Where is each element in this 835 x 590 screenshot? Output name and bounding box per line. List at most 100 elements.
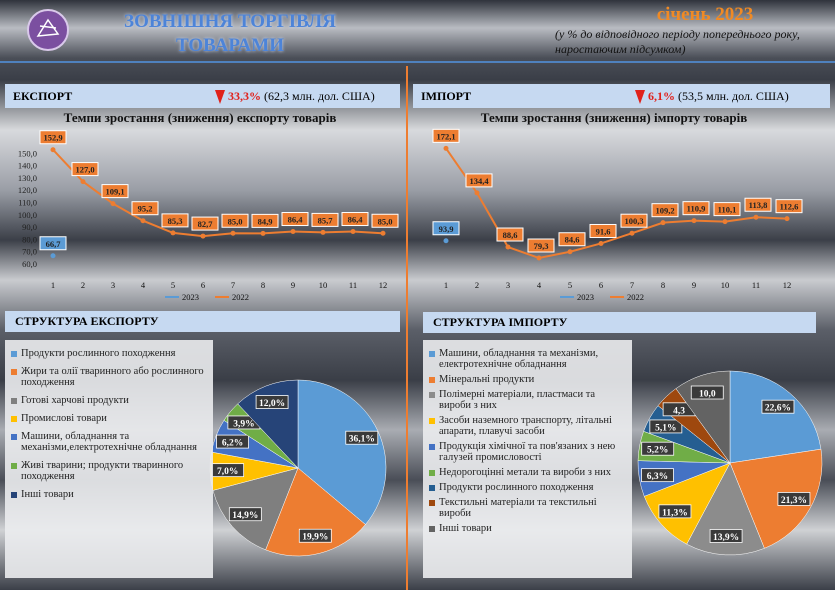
data-label: 5,1% <box>655 423 676 433</box>
point <box>660 220 666 226</box>
point <box>50 253 56 259</box>
x-tick-label: 2 <box>81 280 85 290</box>
title-line: ЗОВНІШНЯ ТОРГІВЛЯ <box>124 11 336 32</box>
data-label: 14,9% <box>232 511 258 521</box>
data-label: 85,0 <box>228 216 243 226</box>
data-label: 110,9 <box>687 204 706 214</box>
y-tick-label: 100,0 <box>18 210 37 220</box>
legend-item: Інші товари <box>11 489 207 500</box>
x-tick-label: 7 <box>630 280 634 290</box>
legend-label: Недорогоцінні метали та вироби з них <box>439 467 611 478</box>
label-box <box>709 529 743 543</box>
data-label: 4,3 <box>673 406 685 416</box>
label-box <box>101 184 129 199</box>
x-tick-label: 11 <box>349 280 357 290</box>
y-tick-label: 120,0 <box>18 185 37 195</box>
legend-swatch <box>11 369 17 375</box>
data-label: 109,2 <box>655 206 674 216</box>
point <box>443 145 449 151</box>
pie-title: СТРУКТУРА ЕКСПОРТУ <box>5 311 400 332</box>
label-box <box>641 468 674 483</box>
panel-amount: (53,5 млн. дол. США) <box>678 89 789 103</box>
label-box <box>641 441 675 456</box>
label-box <box>298 528 332 543</box>
pie-slice <box>265 467 366 557</box>
data-label: 88,6 <box>503 230 518 240</box>
data-label: 7,0% <box>217 467 238 477</box>
label-box <box>761 399 795 414</box>
x-tick-label: 1 <box>51 280 55 290</box>
subtitle-line: наростаючим підсумком) <box>555 42 686 56</box>
legend-swatch <box>429 351 435 357</box>
point <box>536 255 542 261</box>
legend-label: 2023 <box>577 292 594 302</box>
data-label: 82,7 <box>198 219 214 229</box>
point <box>80 179 86 185</box>
legend-label: 2022 <box>627 292 644 302</box>
label-box <box>744 197 772 212</box>
legend-item: Інші товари <box>429 523 626 534</box>
legend-label: Жири та олії тваринного або рослинного п… <box>21 366 204 388</box>
x-tick-label: 8 <box>261 280 265 290</box>
label-box <box>496 227 524 242</box>
x-tick-label: 10 <box>721 280 730 290</box>
x-tick-label: 8 <box>661 280 665 290</box>
panel-label: ІМПОРТ <box>421 89 472 103</box>
legend-label: Живі тварини; продукти тваринного походж… <box>21 460 184 482</box>
logo <box>27 9 69 51</box>
legend-swatch <box>429 470 435 476</box>
x-tick-label: 6 <box>201 280 205 290</box>
point <box>691 218 697 224</box>
x-tick-label: 9 <box>692 280 696 290</box>
label-box <box>39 130 67 145</box>
data-label: 3,9% <box>233 419 254 429</box>
data-label: 6,3% <box>647 472 668 482</box>
label-box <box>311 212 339 227</box>
point <box>50 147 56 153</box>
legend-label: Мінеральні продукти <box>439 374 535 385</box>
pie-slice <box>643 462 731 545</box>
legend-label: Промислові товари <box>21 413 107 424</box>
data-label: 112,6 <box>780 202 799 212</box>
data-label: 5,2% <box>647 446 668 456</box>
y-tick-label: 90,0 <box>22 222 37 232</box>
label-box <box>161 213 189 228</box>
chart-title: Темпи зростання (зниження) імпорту товар… <box>481 110 747 125</box>
legend-swatch <box>429 485 435 491</box>
x-tick-label: 4 <box>141 280 146 290</box>
data-label: 36,1% <box>349 435 375 445</box>
data-label: 21,3% <box>781 496 807 506</box>
chart-title: Темпи зростання (зниження) експорту това… <box>64 110 337 125</box>
panel-label: ЕКСПОРТ <box>13 89 73 103</box>
label-box <box>432 128 460 143</box>
data-label: 11,3% <box>662 508 688 518</box>
label-box <box>371 213 399 228</box>
legend-item: Мінеральні продукти <box>429 374 626 385</box>
label-box <box>191 216 219 231</box>
x-tick-label: 3 <box>506 280 510 290</box>
data-label: 86,4 <box>288 215 304 225</box>
data-label: 10,0 <box>699 390 716 400</box>
label-box <box>589 223 617 238</box>
legend-label: 2023 <box>182 292 199 302</box>
point <box>784 216 790 222</box>
data-label: 13,9% <box>713 533 739 543</box>
legend-item: Продукти рослинного походження <box>429 482 626 493</box>
point <box>567 249 573 255</box>
legend: Машини, обладнання та механізми, електро… <box>423 340 632 578</box>
y-tick-label: 130,0 <box>18 173 37 183</box>
label-box <box>281 212 309 227</box>
point <box>170 230 176 236</box>
legend-label: Продукція хімічної та пов'язаних з нею г… <box>439 441 616 463</box>
x-tick-label: 6 <box>599 280 603 290</box>
label-box <box>558 232 586 247</box>
label-box <box>649 419 683 434</box>
point <box>320 229 326 235</box>
y-tick-label: 150,0 <box>18 148 37 158</box>
label-box <box>527 238 555 253</box>
data-label: 19,9% <box>302 533 328 543</box>
x-tick-label: 7 <box>231 280 235 290</box>
point <box>443 238 449 244</box>
export-bar: ЕКСПОРТ 33,3% (62,3 млн. дол. США) <box>5 84 400 108</box>
